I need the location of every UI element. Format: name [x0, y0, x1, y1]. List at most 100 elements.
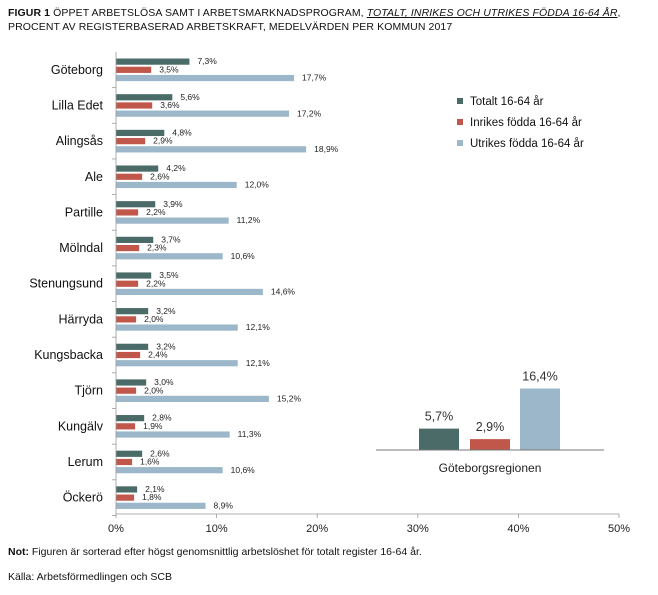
category-label: Stenungsund — [29, 277, 103, 291]
category-label: Partille — [65, 205, 103, 219]
data-label: 3,6% — [160, 100, 180, 110]
bar-utrikes — [116, 110, 290, 117]
category-label: Mölndal — [59, 241, 103, 255]
data-label: 2,2% — [146, 207, 166, 217]
bar-inrikes — [116, 423, 136, 430]
bar-utrikes — [116, 324, 238, 331]
bar-total — [116, 58, 190, 65]
note-label: Not: — [8, 546, 29, 558]
bar-inrikes — [116, 102, 153, 109]
bar-total — [116, 94, 173, 101]
data-label: 4,2% — [166, 163, 186, 173]
inset-data-label: 16,4% — [522, 370, 557, 384]
bar-inrikes — [116, 316, 137, 323]
bar-total — [116, 165, 159, 172]
bar-inrikes — [116, 209, 139, 216]
bar-inrikes — [116, 280, 139, 287]
bar-utrikes — [116, 360, 238, 367]
legend-swatch — [457, 98, 463, 104]
bar-inrikes — [116, 244, 140, 252]
bar-total — [116, 343, 149, 350]
bar-utrikes — [116, 502, 206, 509]
category-label: Kungälv — [58, 419, 104, 433]
data-label: 11,2% — [237, 215, 261, 225]
data-label: 14,6% — [271, 287, 296, 297]
data-label: 2,4% — [148, 350, 168, 360]
category-label: Alingsås — [56, 134, 103, 148]
inset-data-label: 5,7% — [425, 410, 454, 424]
bar-inrikes — [116, 351, 141, 359]
data-label: 11,3% — [238, 429, 262, 439]
inset-bar — [520, 388, 560, 450]
bar-utrikes — [116, 253, 223, 260]
data-label: 3,2% — [156, 306, 176, 316]
bar-inrikes — [116, 173, 143, 180]
data-label: 17,7% — [302, 73, 327, 83]
data-label: 2,6% — [150, 448, 170, 458]
data-label: 3,0% — [154, 377, 174, 387]
data-label: 1,9% — [143, 421, 163, 431]
category-label: Lerum — [68, 455, 103, 469]
source-line: Källa: Arbetsförmedlingen och SCB — [8, 571, 173, 583]
data-label: 17,2% — [297, 108, 322, 118]
bar-utrikes — [116, 146, 307, 153]
data-label: 2,0% — [144, 385, 164, 395]
category-label: Lilla Edet — [52, 98, 104, 112]
data-label: 2,0% — [144, 314, 164, 324]
bar-utrikes — [116, 395, 269, 402]
title-rest: , PROCENT AV REGISTERBASERAD ARBETSKRAFT… — [8, 7, 621, 33]
data-label: 2,8% — [152, 413, 172, 423]
title-emphasis: TOTALT, INRIKES OCH UTRIKES FÖDDA 16-64 … — [366, 7, 618, 19]
title-main: ÖPPET ARBETSLÖSA SAMT I ARBETSMARKNADSPR… — [50, 7, 367, 19]
data-label: 12,0% — [245, 180, 270, 190]
legend-label: Utrikes födda 16-64 år — [470, 138, 584, 150]
bar-inrikes — [116, 458, 133, 466]
bar-total — [116, 201, 156, 208]
data-label: 3,9% — [163, 199, 183, 209]
x-tick-label: 40% — [507, 523, 529, 535]
bar-inrikes — [116, 66, 152, 73]
data-label: 8,9% — [214, 500, 234, 510]
x-tick-label: 10% — [206, 523, 228, 535]
inset-title: Göteborgsregionen — [439, 461, 542, 475]
data-label: 1,6% — [140, 457, 160, 467]
data-label: 2,9% — [153, 136, 173, 146]
bar-inrikes — [116, 387, 137, 394]
data-label: 3,7% — [161, 234, 181, 244]
data-label: 3,5% — [159, 64, 179, 74]
category-label: Öckerö — [63, 491, 103, 505]
bar-total — [116, 450, 143, 457]
data-label: 15,2% — [277, 393, 302, 403]
x-tick-label: 0% — [108, 523, 124, 535]
data-label: 3,5% — [159, 270, 179, 280]
bar-total — [116, 236, 154, 243]
note-text: Figuren är sorterad efter högst genomsni… — [29, 546, 422, 558]
bar-utrikes — [116, 467, 223, 474]
bar-utrikes — [116, 74, 295, 82]
legend-label: Inrikes födda 16-64 år — [470, 117, 582, 129]
unemployment-chart: Göteborg 7,3% 3,5% 17,7% Lilla Edet 5,6%3,6% 1… — [29, 52, 630, 535]
bar-total — [116, 415, 145, 422]
legend-swatch — [457, 119, 463, 125]
category-label: Härryda — [59, 312, 104, 326]
data-label: 18,9% — [314, 144, 339, 154]
x-tick-label: 20% — [306, 523, 328, 535]
category-label: Tjörn — [75, 384, 104, 398]
data-label: 2,2% — [146, 278, 166, 288]
data-label: 2,6% — [150, 171, 170, 181]
data-label: 3,2% — [156, 341, 176, 351]
data-label: 2,1% — [145, 484, 165, 494]
bar-inrikes — [116, 138, 146, 145]
category-label: Kungsbacka — [34, 348, 103, 362]
inset-data-label: 2,9% — [476, 420, 505, 434]
bar-utrikes — [116, 288, 263, 296]
legend-label: Totalt 16-64 år — [470, 96, 544, 108]
category-label: Ale — [85, 170, 103, 184]
bar-inrikes — [116, 494, 135, 501]
bar-total — [116, 379, 147, 386]
data-label: 12,1% — [246, 322, 271, 332]
bar-total — [116, 272, 152, 279]
category-label: Göteborg — [51, 63, 103, 77]
bar-total — [116, 129, 165, 137]
inset-bar — [470, 439, 510, 450]
